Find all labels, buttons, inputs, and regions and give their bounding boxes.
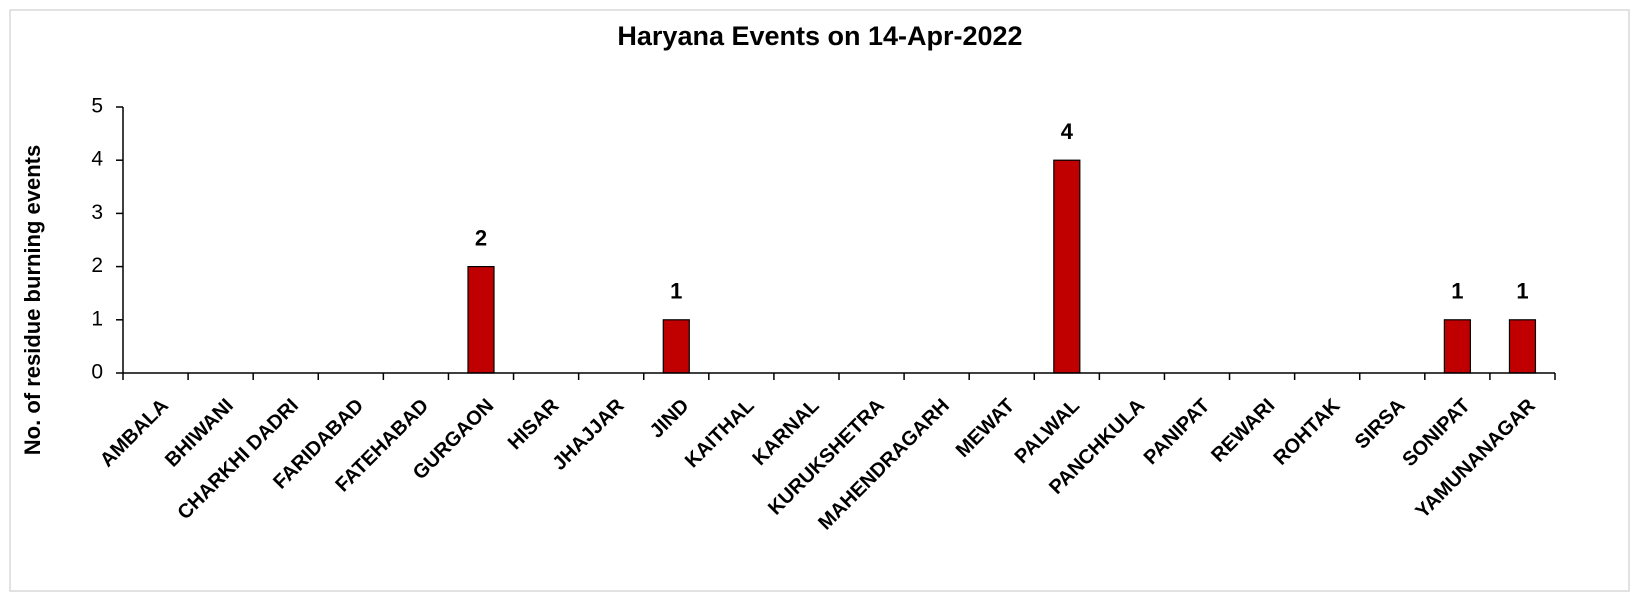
chart-title: Haryana Events on 14-Apr-2022 [617,21,1022,51]
data-label: 1 [1516,279,1528,304]
chart-border [9,9,1630,592]
bar [1508,319,1537,374]
y-tick-label: 4 [91,148,103,171]
y-tick-label: 0 [91,361,103,384]
bar [1443,319,1471,374]
y-axis-label: No. of residue burning events [20,145,45,455]
bar [662,319,690,374]
y-tick-label: 2 [91,254,103,277]
bar [1053,159,1081,374]
data-label: 1 [1451,279,1463,304]
y-tick-label: 5 [91,95,103,118]
y-tick-label: 1 [91,307,103,330]
bar [467,266,495,374]
data-label: 4 [1061,119,1074,144]
data-label: 1 [670,279,682,304]
data-label: 2 [475,225,487,250]
y-tick-label: 3 [91,201,103,224]
